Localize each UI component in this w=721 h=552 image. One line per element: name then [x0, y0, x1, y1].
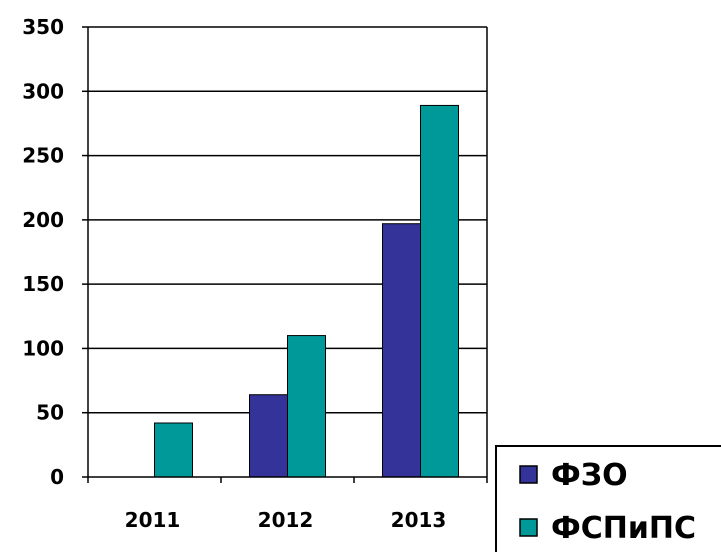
- x-tick-label: 2011: [125, 508, 181, 532]
- x-tick-labels: 2011 2012 2013: [125, 508, 447, 532]
- y-tick-label: 100: [22, 336, 64, 360]
- y-tick-label: 200: [22, 208, 64, 232]
- bar-2013-1: [383, 224, 421, 477]
- y-tick-label: 300: [22, 79, 64, 103]
- bars: [155, 105, 459, 477]
- y-tick-label: 0: [50, 465, 64, 489]
- x-tick-label: 2012: [258, 508, 314, 532]
- legend: ФЗО ФСПиПС: [496, 446, 721, 552]
- y-tick-label: 350: [22, 15, 64, 39]
- y-tick-labels: 0 50 100 150 200 250 300 350: [22, 15, 64, 489]
- y-tick-label: 250: [22, 144, 64, 168]
- legend-swatch: [520, 466, 537, 483]
- bar-2012-2: [288, 336, 326, 477]
- bar-2012-1: [250, 395, 288, 477]
- y-tick-label: 150: [22, 272, 64, 296]
- bar-2013-2: [421, 105, 459, 477]
- legend-label: ФЗО: [551, 458, 628, 493]
- x-tick-label: 2013: [391, 508, 447, 532]
- legend-label: ФСПиПС: [551, 511, 696, 546]
- y-tick-label: 50: [36, 401, 64, 425]
- legend-swatch: [520, 519, 537, 536]
- bar-2011-2: [155, 423, 193, 477]
